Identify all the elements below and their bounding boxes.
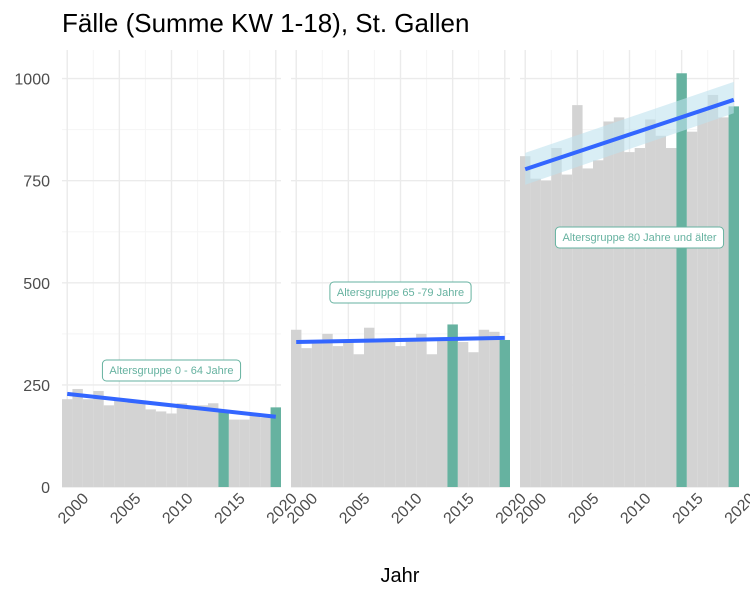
bar xyxy=(93,391,104,487)
bar xyxy=(124,401,135,487)
bar xyxy=(239,419,250,487)
bar xyxy=(551,148,562,488)
annotation-label: Altersgruppe 0 - 64 Jahre xyxy=(101,359,242,382)
bar xyxy=(593,160,604,487)
bar xyxy=(405,337,417,487)
annotation-text: Altersgruppe 0 - 64 Jahre xyxy=(109,365,233,377)
bar xyxy=(530,178,541,487)
trend-line xyxy=(66,391,277,419)
bar xyxy=(489,331,500,487)
x-tick-label: 2015 xyxy=(441,490,478,527)
bar xyxy=(208,403,219,487)
bar-highlight xyxy=(499,339,510,487)
facet-panels: Altersgruppe 0 - 64 Jahre 2000 2005 2010 201… xyxy=(55,50,750,527)
bar xyxy=(155,411,167,487)
bar xyxy=(62,399,73,487)
bar xyxy=(364,327,375,487)
bar xyxy=(457,342,469,487)
bar xyxy=(395,346,406,487)
bar xyxy=(707,94,719,487)
bar xyxy=(384,339,396,487)
bar xyxy=(197,405,208,487)
annotation-label: Altersgruppe 65 -79 Jahre xyxy=(329,281,472,304)
x-tick-label: 2010 xyxy=(617,490,654,527)
bar xyxy=(343,342,354,487)
x-tick-label: 2020 xyxy=(722,490,750,527)
bar xyxy=(624,152,635,488)
bar xyxy=(572,105,583,488)
bar xyxy=(187,405,198,487)
bar xyxy=(145,409,156,487)
bar xyxy=(520,156,531,487)
bar xyxy=(416,333,427,487)
bar xyxy=(634,148,646,488)
bar xyxy=(645,119,656,488)
y-axis: 0 250 500 750 1000 xyxy=(14,72,50,497)
bar xyxy=(666,148,677,488)
y-tick-label: 500 xyxy=(23,276,50,293)
bar xyxy=(353,354,364,487)
bar xyxy=(135,403,146,487)
bar xyxy=(114,399,125,487)
bar xyxy=(718,117,729,487)
facet-panel: Altersgruppe 0 - 64 Jahre 2000 2005 2010 201… xyxy=(55,50,301,527)
annotation-text: Altersgruppe 80 Jahre und älter xyxy=(562,232,716,244)
bar-highlight xyxy=(447,324,458,487)
bar-highlight xyxy=(728,106,739,487)
bar xyxy=(437,339,448,487)
bar xyxy=(103,405,115,487)
bar-highlight xyxy=(270,407,281,487)
bar xyxy=(697,111,708,487)
bar xyxy=(540,180,552,487)
bar xyxy=(260,417,271,487)
x-tick-label: 2015 xyxy=(212,490,249,527)
bar xyxy=(655,135,666,487)
annotation-box xyxy=(101,359,242,382)
bar-highlight xyxy=(218,411,229,487)
bar-highlight xyxy=(676,73,687,487)
bar xyxy=(311,342,323,487)
bar xyxy=(249,415,261,487)
bar xyxy=(228,419,240,487)
bar xyxy=(374,339,385,487)
bar xyxy=(686,131,698,487)
annotation-label: Altersgruppe 80 Jahre und älter xyxy=(554,226,725,249)
x-tick-label: 2010 xyxy=(159,490,196,527)
annotation-text: Altersgruppe 65 -79 Jahre xyxy=(337,287,464,299)
bar xyxy=(468,352,479,487)
bar xyxy=(291,329,302,487)
bar xyxy=(166,413,177,487)
bar xyxy=(561,174,573,487)
bar xyxy=(478,329,490,487)
bar xyxy=(613,117,625,487)
x-tick-label: 2005 xyxy=(336,490,373,527)
x-tick-label: 2000 xyxy=(55,490,92,527)
bar xyxy=(426,354,437,487)
bar xyxy=(176,403,188,487)
x-tick-label: 2010 xyxy=(388,490,425,527)
bar xyxy=(322,333,333,487)
chart-title: Fälle (Summe KW 1-18), St. Gallen xyxy=(62,8,469,38)
bar xyxy=(332,346,344,487)
bar xyxy=(603,121,614,488)
bar xyxy=(301,348,312,487)
y-tick-label: 250 xyxy=(23,378,50,395)
x-tick-label: 2005 xyxy=(565,490,602,527)
x-tick-label: 2005 xyxy=(107,490,144,527)
trend-line xyxy=(524,97,735,172)
annotation-box xyxy=(554,226,725,249)
x-tick-label: 2015 xyxy=(670,490,707,527)
x-axis-label: Jahr xyxy=(381,565,420,587)
y-tick-label: 750 xyxy=(23,174,50,191)
y-tick-label: 1000 xyxy=(14,72,50,89)
bar xyxy=(82,399,94,487)
trend-line xyxy=(296,335,505,345)
bar xyxy=(582,168,593,487)
annotation-box xyxy=(329,281,472,304)
bar xyxy=(72,388,83,487)
y-tick-label: 0 xyxy=(41,480,50,497)
